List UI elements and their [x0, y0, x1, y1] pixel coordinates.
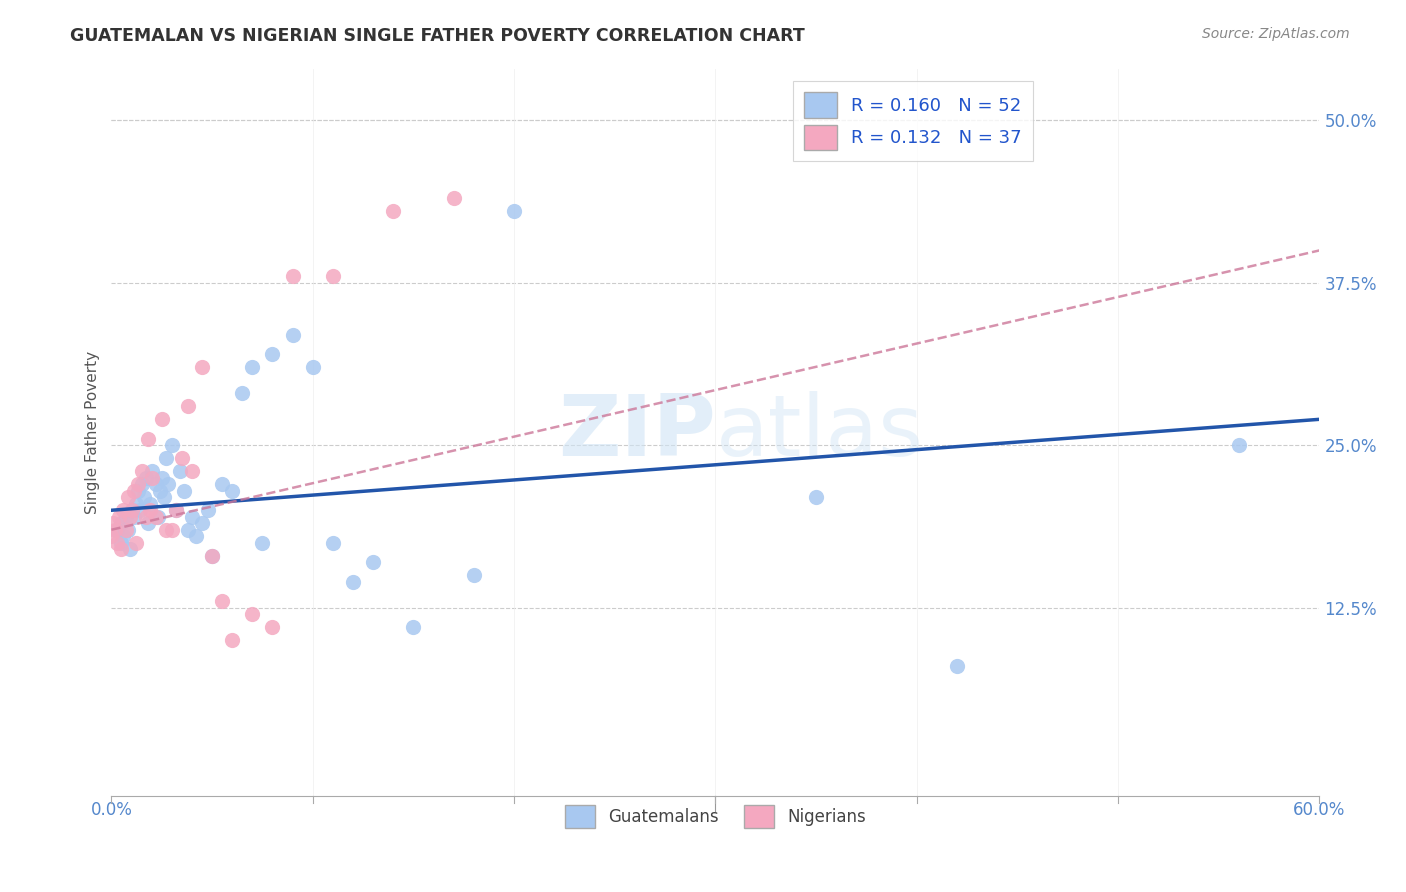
Point — [110, 516, 132, 531]
Point — [124, 535, 146, 549]
Point — [156, 477, 179, 491]
Point — [173, 483, 195, 498]
Text: ZIP: ZIP — [558, 391, 716, 474]
Point — [114, 509, 136, 524]
Point — [443, 191, 465, 205]
Point — [135, 471, 157, 485]
Point — [122, 509, 145, 524]
Point — [211, 594, 233, 608]
Point — [946, 659, 969, 673]
Point — [160, 438, 183, 452]
Point — [231, 386, 253, 401]
Point — [121, 503, 143, 517]
Point — [301, 360, 323, 375]
Point — [107, 523, 129, 537]
Point — [197, 503, 219, 517]
Point — [150, 412, 173, 426]
Point — [136, 516, 159, 531]
Point — [107, 535, 129, 549]
Point — [145, 509, 167, 524]
Point — [201, 549, 224, 563]
Point — [181, 509, 204, 524]
Point — [104, 523, 127, 537]
Point — [121, 503, 143, 517]
Point — [184, 529, 207, 543]
Point — [201, 549, 224, 563]
Point — [136, 432, 159, 446]
Point — [322, 535, 344, 549]
Point — [135, 509, 157, 524]
Point — [118, 509, 141, 524]
Point — [138, 503, 160, 517]
Point — [177, 400, 200, 414]
Point — [221, 483, 243, 498]
Point — [402, 620, 425, 634]
Point — [118, 542, 141, 557]
Text: Source: ZipAtlas.com: Source: ZipAtlas.com — [1202, 27, 1350, 41]
Point — [240, 360, 263, 375]
Point — [117, 490, 139, 504]
Point — [191, 516, 214, 531]
Point — [132, 490, 155, 504]
Point — [108, 509, 131, 524]
Point — [252, 535, 274, 549]
Point — [127, 483, 149, 498]
Point — [262, 620, 284, 634]
Y-axis label: Single Father Poverty: Single Father Poverty — [86, 351, 100, 514]
Point — [128, 503, 150, 517]
Point — [1227, 438, 1250, 452]
Point — [211, 477, 233, 491]
Point — [100, 529, 122, 543]
Point — [165, 503, 187, 517]
Text: GUATEMALAN VS NIGERIAN SINGLE FATHER POVERTY CORRELATION CHART: GUATEMALAN VS NIGERIAN SINGLE FATHER POV… — [70, 27, 806, 45]
Point — [149, 483, 172, 498]
Point — [342, 574, 364, 589]
Point — [138, 497, 160, 511]
Point — [177, 523, 200, 537]
Point — [804, 490, 827, 504]
Point — [141, 464, 163, 478]
Point — [124, 497, 146, 511]
Point — [463, 568, 485, 582]
Point — [155, 451, 177, 466]
Point — [262, 347, 284, 361]
Point — [110, 542, 132, 557]
Point — [165, 503, 187, 517]
Point — [240, 607, 263, 622]
Point — [503, 204, 526, 219]
Point — [361, 555, 384, 569]
Point — [152, 490, 174, 504]
Point — [122, 483, 145, 498]
Point — [112, 503, 135, 517]
Point — [221, 633, 243, 648]
Point — [150, 471, 173, 485]
Point — [131, 477, 153, 491]
Point — [322, 269, 344, 284]
Point — [169, 464, 191, 478]
Point — [281, 327, 304, 342]
Point — [112, 529, 135, 543]
Point — [145, 477, 167, 491]
Point — [181, 464, 204, 478]
Point — [131, 464, 153, 478]
Point — [127, 477, 149, 491]
Point — [114, 523, 136, 537]
Point — [146, 509, 169, 524]
Point — [191, 360, 214, 375]
Legend: Guatemalans, Nigerians: Guatemalans, Nigerians — [558, 798, 873, 835]
Point — [382, 204, 405, 219]
Point — [141, 471, 163, 485]
Point — [155, 523, 177, 537]
Text: atlas: atlas — [716, 391, 924, 474]
Point — [160, 523, 183, 537]
Point — [110, 535, 132, 549]
Point — [117, 523, 139, 537]
Point — [170, 451, 193, 466]
Point — [281, 269, 304, 284]
Point — [103, 516, 125, 531]
